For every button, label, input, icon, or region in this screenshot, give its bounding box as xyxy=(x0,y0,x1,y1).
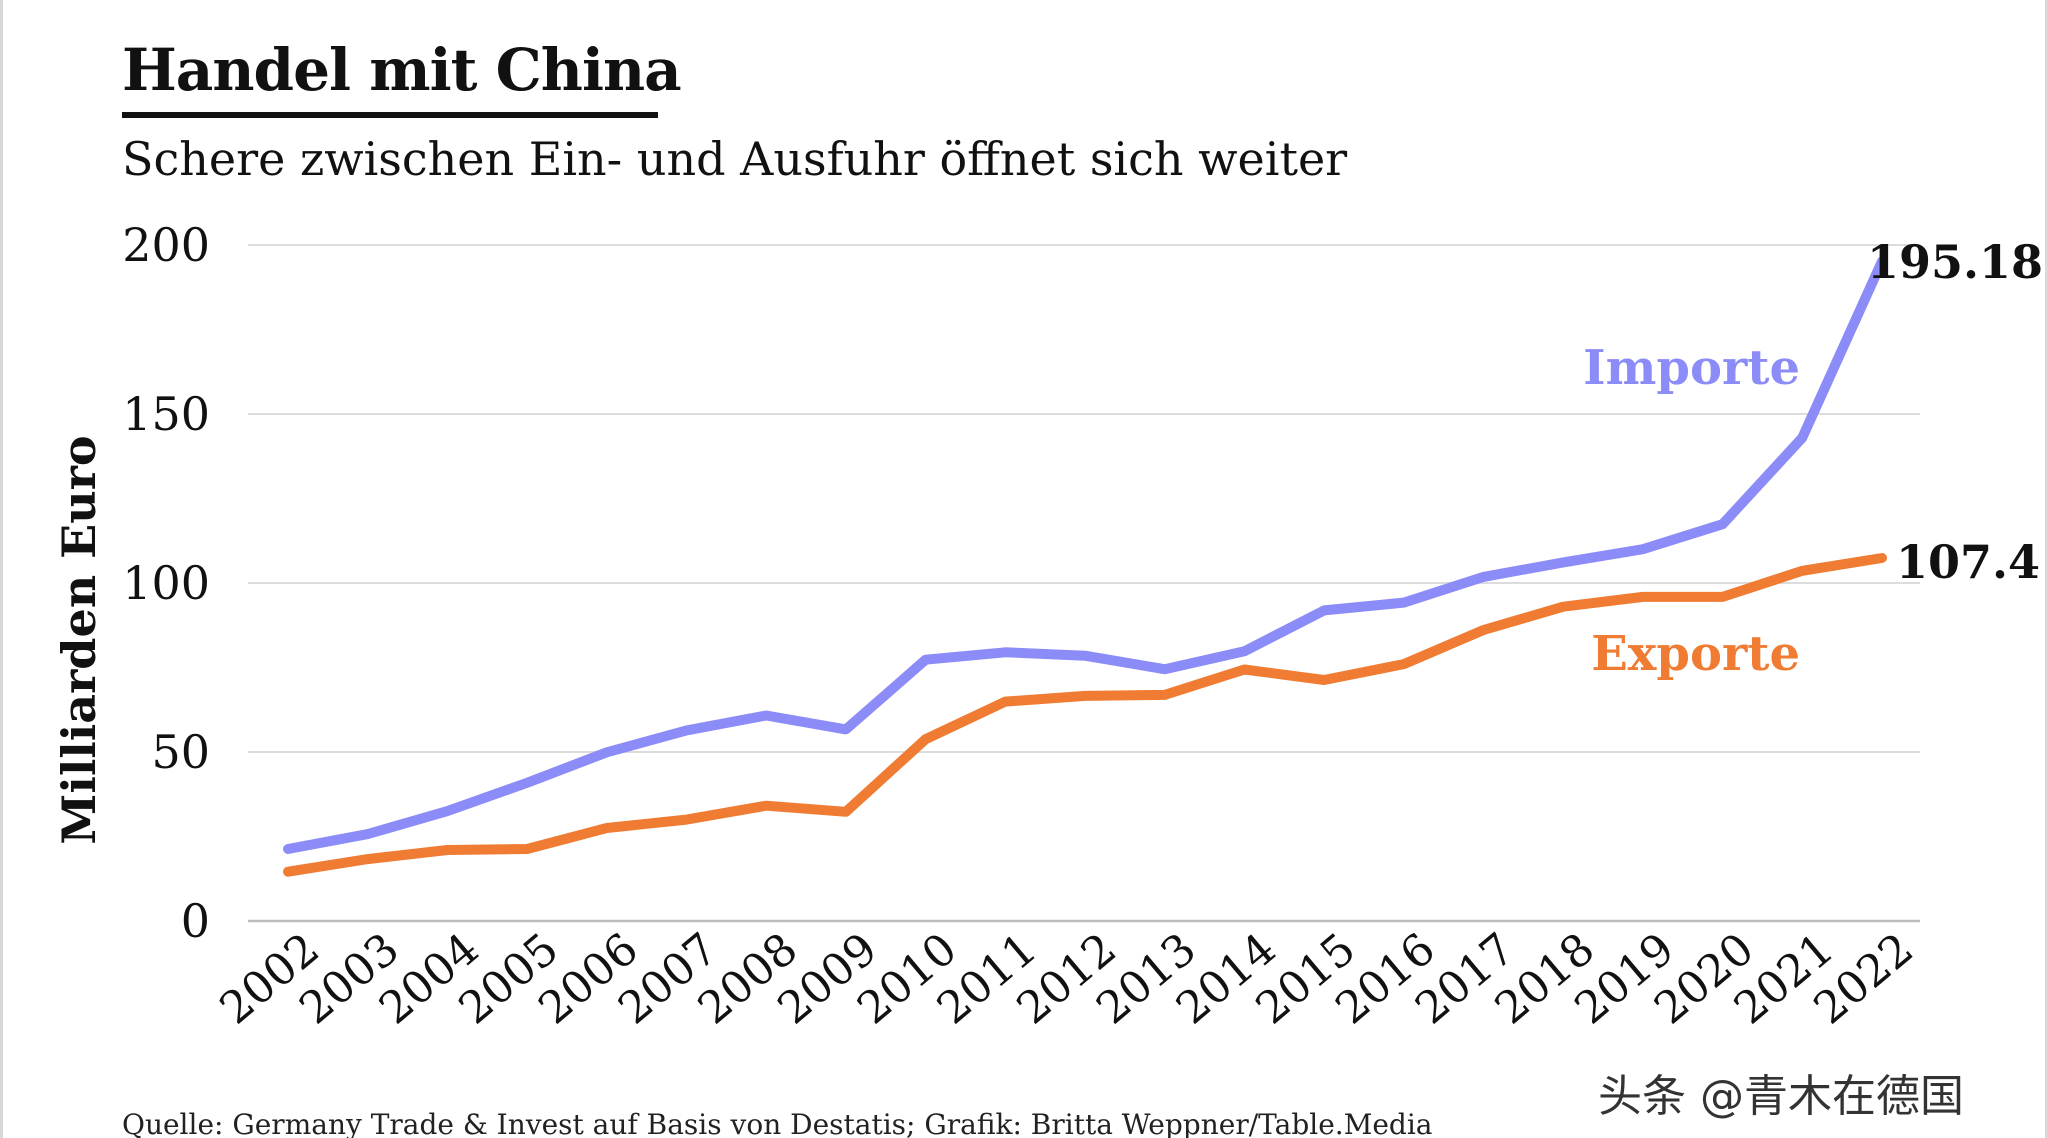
y-tick-label: 50 xyxy=(151,725,210,779)
legend-label-exporte: Exporte xyxy=(1591,626,1800,682)
series-line-exporte xyxy=(283,553,1887,877)
gridlines xyxy=(248,244,1920,923)
y-axis-label: Milliarden Euro xyxy=(52,435,106,844)
y-tick-label: 0 xyxy=(181,894,210,948)
y-tick-label: 100 xyxy=(122,556,210,610)
chart-subtitle: Schere zwischen Ein- und Ausfuhr öffnet … xyxy=(122,132,1348,186)
y-tick-label: 150 xyxy=(122,387,210,441)
y-axis-ticks: 0 50 100 150 200 xyxy=(122,218,210,948)
x-axis-ticks: 2002200320042005200620072008200920102011… xyxy=(211,923,1924,1034)
watermark: 头条 @青木在德国 xyxy=(1598,1071,1964,1122)
legend-label-importe: Importe xyxy=(1583,340,1800,396)
end-value-label-exporte: 107.4 xyxy=(1896,535,2040,589)
y-tick-label: 200 xyxy=(122,218,210,272)
title-underline xyxy=(122,112,658,118)
chart-title: Handel mit China xyxy=(122,36,682,104)
end-value-label-importe: 195.18 xyxy=(1867,235,2043,289)
source-note: Quelle: Germany Trade & Invest auf Basis… xyxy=(122,1108,1433,1138)
series-line-importe xyxy=(283,256,1887,854)
series-lines xyxy=(283,256,1887,877)
